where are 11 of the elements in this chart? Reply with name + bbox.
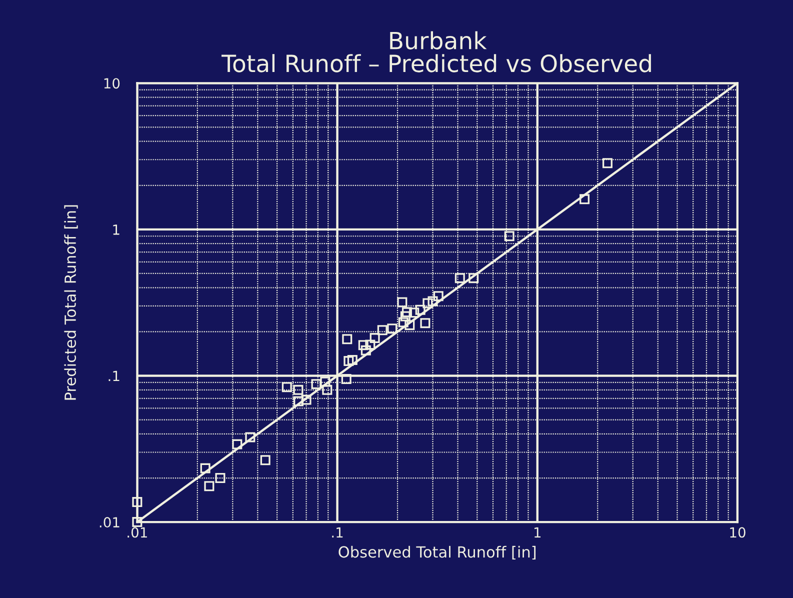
y-tick-label: .01: [100, 517, 120, 528]
x-tick-label: .01: [128, 527, 147, 538]
x-tick-label: .1: [332, 527, 343, 538]
y-tick-label: .1: [108, 370, 120, 382]
chart-title: Burbank Total Runoff – Predicted vs Observed: [222, 31, 651, 72]
y-tick-label: 10: [104, 78, 120, 89]
x-axis-title: Observed Total Runoff [in]: [338, 546, 536, 560]
y-tick-label: 1: [113, 224, 120, 235]
x-tick-label: 10: [730, 527, 746, 538]
x-tick-label: 1: [534, 527, 541, 538]
y-axis-title: Predicted Total Runoff [in]: [64, 205, 78, 400]
